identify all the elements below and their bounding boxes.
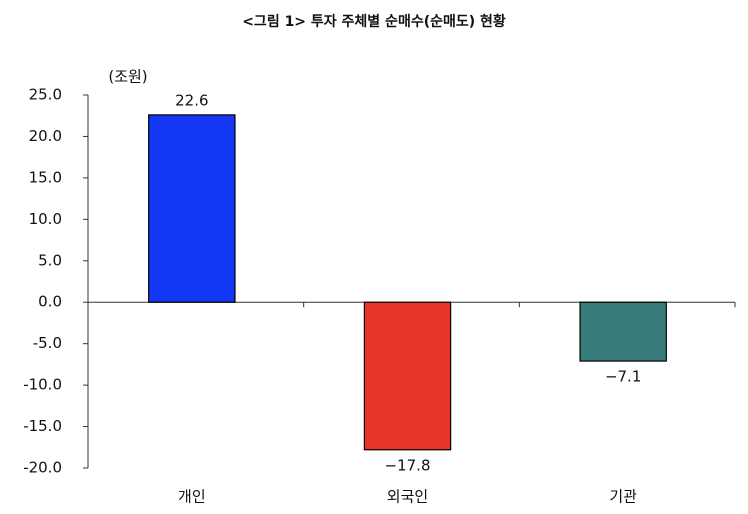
y-tick-label: 10.0 — [29, 210, 62, 228]
bar — [363, 301, 452, 451]
x-tick-label: 외국인 — [387, 488, 428, 506]
y-tick-label: 15.0 — [29, 168, 62, 186]
value-label: 22.6 — [175, 91, 208, 109]
bar — [148, 114, 236, 303]
y-tick-label: 5.0 — [38, 251, 62, 269]
value-label: −17.8 — [385, 456, 431, 474]
y-tick-label: 20.0 — [29, 127, 62, 145]
y-tick-label: -20.0 — [23, 459, 62, 477]
chart-title: <그림 1> 투자 주체별 순매수(순매도) 현황 — [242, 13, 506, 30]
y-unit: (조원) — [108, 68, 147, 86]
y-tick-label: -10.0 — [23, 376, 62, 394]
y-tick-label: 25.0 — [29, 86, 62, 104]
x-tick-label: 개인 — [178, 488, 206, 506]
y-tick-label: 0.0 — [38, 293, 62, 311]
y-tick-label: -5.0 — [33, 334, 62, 352]
value-label: −7.1 — [605, 368, 641, 386]
y-tick-label: -15.0 — [23, 417, 62, 435]
bar — [579, 301, 667, 362]
x-tick-label: 기관 — [609, 488, 637, 506]
